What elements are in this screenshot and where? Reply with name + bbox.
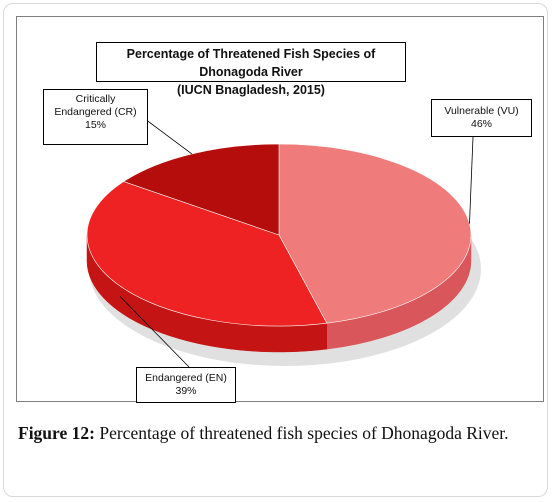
chart-title: Percentage of Threatened Fish Species of… xyxy=(126,47,376,79)
slice-label-value: 15% xyxy=(84,119,106,131)
slice-label-name: Vulnerable (VU) xyxy=(444,105,519,117)
pie-slice xyxy=(122,143,280,236)
slice-label-value: 39% xyxy=(175,385,197,397)
leader-line xyxy=(469,136,474,224)
figure-caption: Figure 12: Percentage of threatened fish… xyxy=(18,422,542,444)
slice-label-value: 46% xyxy=(470,118,492,130)
chart-area: Percentage of Threatened Fish Species of… xyxy=(16,16,544,403)
chart-title-box: Percentage of Threatened Fish Species of… xyxy=(96,42,406,97)
pie-slice xyxy=(278,143,472,324)
figure-frame: Percentage of Threatened Fish Species of… xyxy=(3,3,548,497)
caption-label: Figure 12: xyxy=(18,423,95,443)
pie-chart xyxy=(86,112,481,368)
leader-line xyxy=(119,296,190,368)
pie-slice xyxy=(86,181,328,327)
data-label-endangered: Endangered (EN) 39% xyxy=(136,367,236,403)
chart-subtitle: (IUCN Bnagladesh, 2015) xyxy=(177,83,325,97)
slice-label-name: Critically xyxy=(75,93,116,105)
slice-label-name: Endangered (EN) xyxy=(145,372,227,384)
slice-label-name-line2: Endangered (CR) xyxy=(54,106,137,118)
data-label-vulnerable: Vulnerable (VU) 46% xyxy=(431,99,532,137)
caption-text: Percentage of threatened fish species of… xyxy=(99,423,509,443)
data-label-critically-endangered: Critically Endangered (CR) 15% xyxy=(43,89,148,145)
